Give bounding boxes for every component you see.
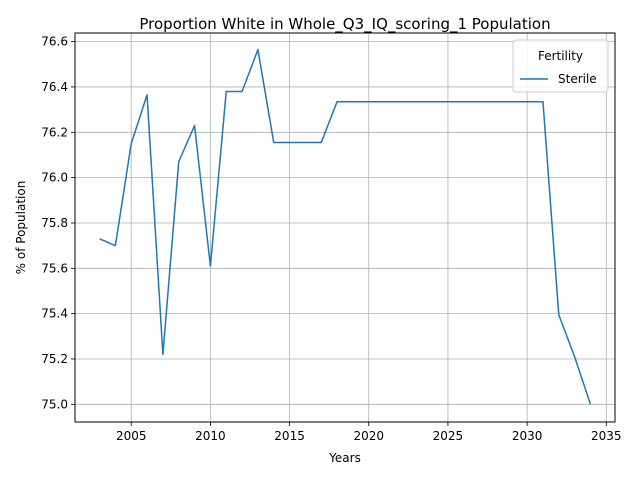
y-tick-label: 76.0 (41, 171, 68, 185)
x-tick-label: 2030 (512, 429, 543, 443)
x-axis-label: Years (328, 451, 361, 465)
y-tick-label: 75.8 (41, 216, 68, 230)
y-tick-label: 75.4 (41, 307, 68, 321)
x-tick-label: 2010 (195, 429, 226, 443)
x-tick-label: 2005 (116, 429, 147, 443)
legend: Fertility Sterile (513, 40, 608, 92)
chart-title: Proportion White in Whole_Q3_IQ_scoring_… (139, 15, 550, 34)
y-tick-label: 75.2 (41, 352, 68, 366)
y-tick-label: 76.2 (41, 125, 68, 139)
y-axis-label: % of Population (14, 181, 28, 275)
x-tick-label: 2025 (433, 429, 464, 443)
x-tick-label: 2035 (591, 429, 622, 443)
y-tick-label: 76.6 (41, 35, 68, 49)
x-tick-label: 2020 (353, 429, 384, 443)
legend-title: Fertility (538, 49, 583, 63)
x-tick-label: 2015 (274, 429, 305, 443)
y-tick-label: 76.4 (41, 80, 68, 94)
y-tick-label: 75.6 (41, 261, 68, 275)
y-tick-label: 75.0 (41, 397, 68, 411)
legend-entry-sterile: Sterile (558, 72, 597, 86)
